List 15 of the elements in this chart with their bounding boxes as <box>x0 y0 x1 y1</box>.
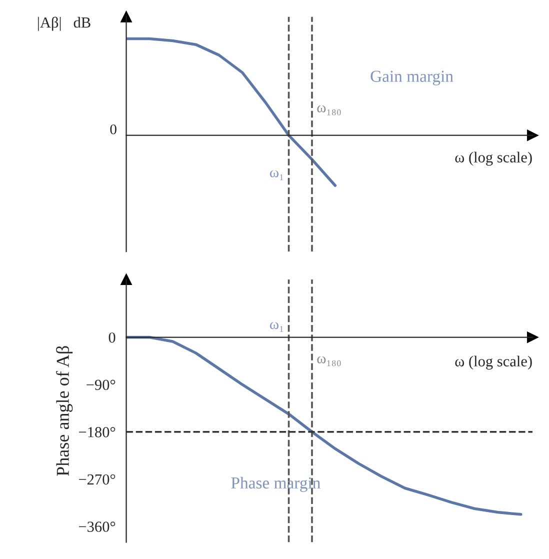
x-axis-title: ω (log scale) <box>455 356 532 370</box>
y-axis-title: |Aβ| dB <box>38 16 90 31</box>
y-tick-label: 0 <box>108 332 116 343</box>
y-tick-label: −360° <box>78 522 116 532</box>
x-axis-title: ω (log scale) <box>455 152 532 166</box>
annotation: Phase margin <box>231 476 320 492</box>
annotation: ω₁₈₀ <box>317 105 341 116</box>
annotation: ω₁₈₀ <box>317 356 341 366</box>
annotation: ω₁ <box>270 322 284 332</box>
y-tick-label: −180° <box>78 427 116 438</box>
y-axis-title: Phase angle of Aβ <box>56 346 73 476</box>
y-tick-label: −270° <box>78 474 116 485</box>
annotation: Gain margin <box>370 70 454 86</box>
y-tick-label: −90° <box>86 380 116 390</box>
annotation: ω₁ <box>270 170 284 180</box>
